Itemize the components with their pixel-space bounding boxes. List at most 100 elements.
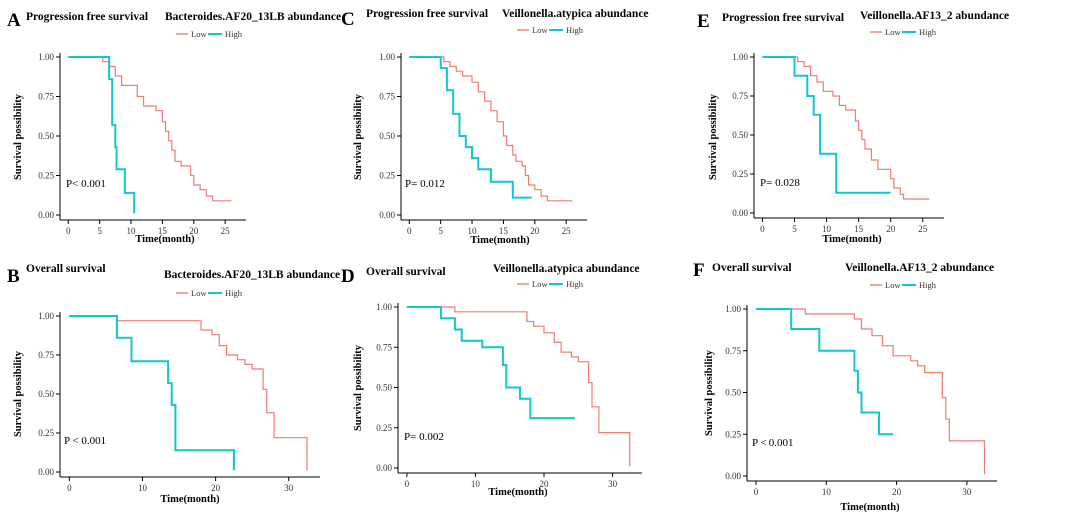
x-tick-label: 10 — [822, 487, 832, 497]
panel-letter: F — [693, 260, 705, 281]
y-tick-label: 0.25 — [725, 429, 741, 439]
x-tick-label: 10 — [471, 479, 481, 489]
x-tick-label: 0 — [405, 479, 410, 489]
x-tick-label: 30 — [608, 479, 618, 489]
y-tick-label: 1.00 — [732, 52, 748, 62]
x-tick-label: 10 — [138, 483, 148, 493]
km-curve-low — [68, 56, 232, 202]
y-tick-label: 0.00 — [379, 210, 395, 220]
panel-f: F Overall survival Veillonella.AF13_2 abun… — [693, 260, 997, 513]
x-tick-label: 10 — [468, 226, 478, 236]
x-tick-label: 20 — [530, 226, 540, 236]
legend: Low High — [870, 280, 937, 290]
panel-a: A Progression free survival Bacteroides.AF… — [7, 10, 341, 245]
y-tick-label: 1.00 — [379, 52, 395, 62]
km-curve-high — [756, 308, 894, 436]
p-value: P < 0.001 — [64, 435, 106, 447]
km-curve-low — [409, 56, 573, 202]
panel-title-right: Veillonella.atypica abundance — [493, 263, 640, 275]
x-tick-label: 0 — [754, 487, 759, 497]
x-tick-label: 20 — [886, 224, 896, 234]
panel-title-right: Veillonella.AF13_2 abundance — [860, 10, 1009, 22]
y-axis-title: Survival possibility — [353, 93, 364, 180]
y-axis-title: Survival possibility — [13, 93, 24, 180]
km-curve-low — [762, 56, 930, 200]
x-tick-label: 5 — [792, 224, 797, 234]
y-tick-label: 0.50 — [376, 383, 392, 393]
p-value: P< 0.001 — [66, 178, 106, 190]
x-tick-label: 0 — [66, 226, 71, 236]
y-tick-label: 0.25 — [732, 169, 748, 179]
y-tick-label: 0.50 — [379, 131, 395, 141]
y-axis-title: Survival possibility — [708, 93, 719, 180]
p-value: P= 0.002 — [404, 431, 444, 443]
p-value: P < 0.001 — [752, 437, 793, 449]
panel-title-left: Progression free survival — [366, 8, 488, 20]
panel-title-right: Bacteroides.AF20_13LB abundance — [165, 11, 341, 23]
x-tick-label: 20 — [189, 226, 199, 236]
km-curve-high — [762, 56, 891, 194]
x-tick-label: 15 — [499, 226, 509, 236]
km-curve-high — [68, 56, 136, 214]
y-tick-label: 0.75 — [38, 92, 54, 102]
panel-title-left: Progression free survival — [722, 12, 844, 24]
y-tick-label: 0.25 — [38, 171, 54, 181]
y-tick-label: 0.50 — [38, 131, 54, 141]
panel-c: C Progression free survival Veillonella.at… — [341, 8, 649, 246]
y-tick-label: 0.00 — [38, 467, 54, 477]
x-axis-title: Time(month) — [160, 494, 220, 505]
legend-label-low: Low — [885, 27, 901, 37]
panel-title-right: Veillonella.AF13_2 abundance — [845, 262, 994, 274]
x-tick-label: 25 — [221, 226, 231, 236]
legend: Low High — [176, 288, 243, 298]
x-tick-label: 0 — [67, 483, 72, 493]
x-tick-label: 5 — [97, 226, 102, 236]
panel-letter: E — [697, 11, 710, 32]
panel-letter: B — [7, 266, 20, 287]
x-axis-title: Time(month) — [488, 487, 548, 498]
legend-label-high: High — [919, 27, 937, 37]
y-tick-label: 1.00 — [38, 311, 54, 321]
legend-label-low: Low — [532, 25, 548, 35]
legend-label-high: High — [566, 279, 584, 289]
panel-title-left: Progression free survival — [26, 11, 148, 23]
legend: Low High — [870, 27, 937, 37]
y-tick-label: 0.75 — [376, 342, 392, 352]
x-axis-title: Time(month) — [135, 234, 195, 245]
x-tick-label: 15 — [854, 224, 864, 234]
legend-label-low: Low — [532, 279, 548, 289]
panel-d: D Overall survival Veillonella.atypica abu… — [341, 263, 642, 498]
x-tick-label: 15 — [158, 226, 168, 236]
panel-e: E Progression free survival Veillonella.AF… — [697, 10, 1009, 245]
km-curve-high — [69, 315, 235, 471]
y-tick-label: 0.00 — [38, 210, 54, 220]
y-tick-label: 0.25 — [379, 171, 395, 181]
y-tick-label: 0.50 — [732, 130, 748, 140]
x-tick-label: 25 — [562, 226, 572, 236]
y-tick-label: 0.50 — [725, 388, 741, 398]
y-tick-label: 1.00 — [376, 302, 392, 312]
x-axis-title: Time(month) — [822, 234, 882, 245]
x-tick-label: 5 — [438, 226, 443, 236]
km-curve-low — [69, 315, 308, 471]
legend: Low High — [517, 25, 584, 35]
panel-title-left: Overall survival — [712, 262, 792, 274]
y-tick-label: 0.75 — [38, 350, 54, 360]
km-curve-low — [406, 306, 631, 467]
y-tick-label: 0.75 — [379, 92, 395, 102]
y-tick-label: 0.25 — [376, 423, 392, 433]
x-tick-label: 25 — [918, 224, 928, 234]
panel-title-left: Overall survival — [26, 263, 106, 275]
legend-label-high: High — [225, 288, 243, 298]
panel-letter: A — [7, 10, 21, 31]
y-axis-title: Survival possibility — [353, 344, 364, 431]
panel-title-right: Veillonella.atypica abundance — [502, 8, 649, 20]
legend-label-high: High — [225, 29, 243, 39]
km-curve-low — [756, 308, 986, 475]
x-tick-label: 10 — [822, 224, 832, 234]
y-tick-label: 0.75 — [725, 346, 741, 356]
y-tick-label: 1.00 — [725, 304, 741, 314]
legend-label-low: Low — [191, 29, 207, 39]
legend: Low High — [517, 279, 584, 289]
